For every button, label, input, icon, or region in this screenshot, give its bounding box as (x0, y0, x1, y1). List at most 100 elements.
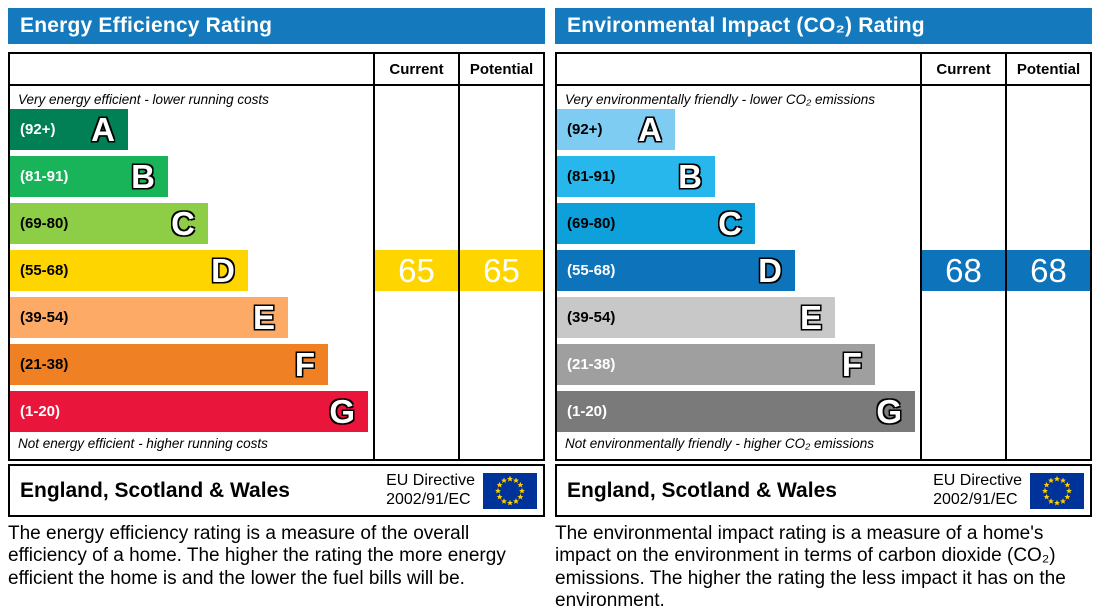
energy-table-header: Current Potential (10, 54, 543, 86)
current-rating-value: 68 (945, 251, 982, 289)
band-range-label: (81-91) (567, 168, 616, 185)
energy-panel-title: Energy Efficiency Rating (20, 14, 273, 37)
column-divider (458, 86, 460, 459)
band-row: (55-68) D (557, 250, 1090, 297)
band-row: (39-54) E (10, 297, 543, 344)
band-range-label: (21-38) (20, 356, 69, 373)
environmental-impact-panel: Environmental Impact (CO₂) Rating Curren… (555, 8, 1092, 613)
band-g-bar: (1-20) G (557, 391, 915, 432)
band-range-label: (1-20) (567, 403, 608, 420)
band-letter: F (294, 346, 315, 383)
band-row: (1-20) G (10, 391, 543, 438)
band-range-label: (92+) (567, 121, 603, 138)
energy-description: The energy efficiency rating is a measur… (8, 523, 506, 589)
potential-column-header: Potential (1005, 54, 1090, 84)
band-letter: A (638, 111, 662, 148)
environmental-panel-title: Environmental Impact (CO₂) Rating (567, 14, 925, 37)
bands-container: (92+) A (81-91) B (69-80) C (55-68) D (39-54) E (2… (557, 109, 1090, 438)
header-spacer (557, 54, 920, 84)
band-letter: C (718, 205, 742, 242)
band-row: (81-91) B (557, 156, 1090, 203)
band-a-bar: (92+) A (557, 109, 675, 150)
band-range-label: (1-20) (20, 403, 61, 420)
region-label: England, Scotland & Wales (567, 478, 837, 502)
band-letter: D (211, 252, 235, 289)
environmental-rating-table: Current Potential Very environmentally f… (555, 52, 1092, 461)
energy-footer: England, Scotland & Wales EU Directive 2… (8, 464, 545, 517)
rating-panels: Energy Efficiency Rating Current Potenti… (8, 8, 1092, 613)
band-letter: C (171, 205, 195, 242)
top-caption: Very energy efficient - lower running co… (18, 92, 269, 107)
potential-rating-value: 65 (483, 251, 520, 289)
current-column-header: Current (373, 54, 458, 84)
environmental-description: The environmental impact rating is a mea… (555, 523, 1066, 612)
band-letter: E (799, 299, 822, 336)
column-divider (373, 86, 375, 459)
current-column-header: Current (920, 54, 1005, 84)
potential-rating: 65 (460, 250, 543, 291)
band-range-label: (92+) (20, 121, 56, 138)
header-spacer (10, 54, 373, 84)
energy-rating-table: Current Potential Very energy efficient … (8, 52, 545, 461)
band-letter: B (131, 158, 155, 195)
band-row: (69-80) C (10, 203, 543, 250)
band-g-bar: (1-20) G (10, 391, 368, 432)
band-range-label: (21-38) (567, 356, 616, 373)
current-rating: 68 (922, 250, 1005, 291)
band-letter: F (841, 346, 862, 383)
current-rating: 65 (375, 250, 458, 291)
column-divider (1005, 86, 1007, 459)
eu-directive-label: EU Directive 2002/91/EC (933, 472, 1022, 508)
band-range-label: (81-91) (20, 168, 69, 185)
band-f-bar: (21-38) F (557, 344, 875, 385)
energy-efficiency-panel: Energy Efficiency Rating Current Potenti… (8, 8, 545, 613)
band-range-label: (69-80) (567, 215, 616, 232)
potential-rating-value: 68 (1030, 251, 1067, 289)
eu-flag-icon (1030, 472, 1084, 509)
band-b-bar: (81-91) B (557, 156, 715, 197)
environmental-footer: England, Scotland & Wales EU Directive 2… (555, 464, 1092, 517)
band-e-bar: (39-54) E (10, 297, 288, 338)
band-b-bar: (81-91) B (10, 156, 168, 197)
band-e-bar: (39-54) E (557, 297, 835, 338)
band-range-label: (39-54) (567, 309, 616, 326)
band-letter: G (876, 393, 902, 430)
band-row: (39-54) E (557, 297, 1090, 344)
band-row: (21-38) F (10, 344, 543, 391)
band-letter: E (252, 299, 275, 336)
potential-column-header: Potential (458, 54, 543, 84)
bottom-caption: Not environmentally friendly - higher CO… (565, 436, 875, 451)
band-row: (69-80) C (557, 203, 1090, 250)
energy-title-bar: Energy Efficiency Rating (8, 8, 545, 44)
potential-rating: 68 (1007, 250, 1090, 291)
column-divider (920, 86, 922, 459)
band-letter: G (329, 393, 355, 430)
band-row: (1-20) G (557, 391, 1090, 438)
environmental-table-header: Current Potential (557, 54, 1090, 86)
band-letter: B (678, 158, 702, 195)
band-row: (21-38) F (557, 344, 1090, 391)
band-range-label: (55-68) (567, 262, 616, 279)
bands-container: (92+) A (81-91) B (69-80) C (55-68) D (39-54) E (2… (10, 109, 543, 438)
band-row: (92+) A (557, 109, 1090, 156)
environmental-title-bar: Environmental Impact (CO₂) Rating (555, 8, 1092, 44)
environmental-chart-area: Very environmentally friendly - lower CO… (557, 86, 1090, 459)
eu-flag-icon (483, 472, 537, 509)
bottom-caption: Not energy efficient - higher running co… (18, 436, 268, 451)
band-d-bar: (55-68) D (10, 250, 248, 291)
band-d-bar: (55-68) D (557, 250, 795, 291)
energy-chart-area: Very energy efficient - lower running co… (10, 86, 543, 459)
top-caption: Very environmentally friendly - lower CO… (565, 92, 875, 107)
band-a-bar: (92+) A (10, 109, 128, 150)
band-range-label: (69-80) (20, 215, 69, 232)
eu-directive-label: EU Directive 2002/91/EC (386, 472, 475, 508)
region-label: England, Scotland & Wales (20, 478, 290, 502)
band-letter: A (91, 111, 115, 148)
band-row: (55-68) D (10, 250, 543, 297)
band-f-bar: (21-38) F (10, 344, 328, 385)
band-row: (81-91) B (10, 156, 543, 203)
band-letter: D (758, 252, 782, 289)
band-row: (92+) A (10, 109, 543, 156)
current-rating-value: 65 (398, 251, 435, 289)
